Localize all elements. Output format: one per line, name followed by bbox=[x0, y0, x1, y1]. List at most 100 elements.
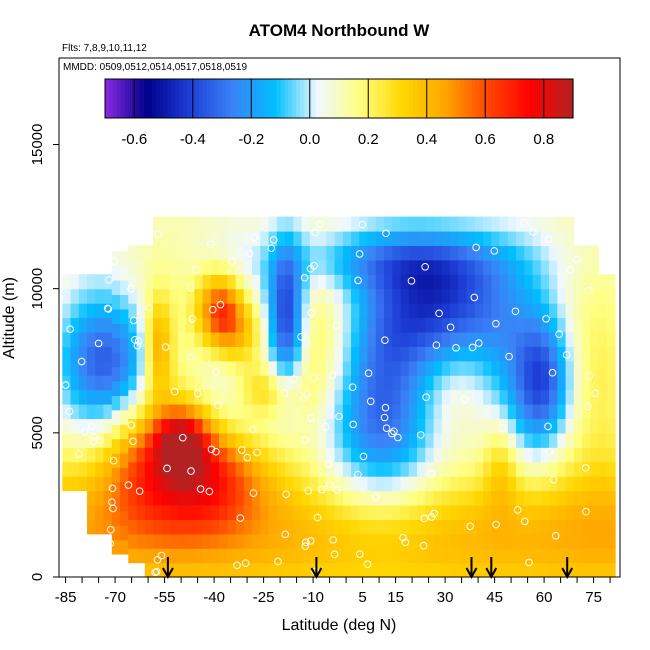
heatmap-cell bbox=[202, 288, 212, 304]
heatmap-cell bbox=[532, 404, 542, 420]
heatmap-cell bbox=[557, 447, 567, 463]
heatmap-cell bbox=[186, 562, 195, 578]
heatmap-cell bbox=[219, 375, 228, 391]
heatmap-cell bbox=[186, 519, 195, 535]
heatmap-cell bbox=[524, 404, 534, 420]
heatmap-cell bbox=[219, 346, 228, 362]
heatmap-cell bbox=[351, 360, 360, 376]
observation-point bbox=[355, 250, 364, 258]
heatmap-cell bbox=[128, 245, 138, 261]
heatmap-cell bbox=[326, 331, 336, 347]
heatmap-cell bbox=[491, 331, 501, 347]
heatmap-cell bbox=[128, 447, 138, 463]
heatmap-cell bbox=[285, 548, 294, 564]
heatmap-cell bbox=[111, 323, 121, 339]
heatmap-cell bbox=[285, 533, 294, 549]
heatmap-cell bbox=[342, 303, 352, 319]
heatmap-cell bbox=[351, 375, 360, 391]
heatmap-cell bbox=[466, 375, 476, 391]
heatmap-cell bbox=[285, 389, 294, 405]
heatmap-cell bbox=[590, 418, 600, 434]
colorbar-segment bbox=[210, 79, 215, 118]
heatmap-cell bbox=[252, 461, 261, 477]
heatmap-cell bbox=[334, 231, 344, 247]
heatmap-cell bbox=[111, 496, 121, 512]
y-tick-label: 0 bbox=[29, 573, 46, 581]
x-tick-label: -85 bbox=[55, 589, 77, 606]
heatmap-cell bbox=[549, 216, 558, 232]
heatmap-cell bbox=[516, 461, 525, 477]
heatmap-cell bbox=[342, 389, 352, 405]
heatmap-cell bbox=[120, 280, 129, 296]
heatmap-cell bbox=[186, 216, 195, 232]
heatmap-cell bbox=[367, 245, 377, 261]
heatmap-cell bbox=[268, 346, 278, 362]
heatmap-cell bbox=[227, 389, 237, 405]
heatmap-cell bbox=[260, 476, 270, 492]
heatmap-cell bbox=[260, 504, 270, 520]
heatmap-cell bbox=[194, 548, 204, 564]
heatmap-cell bbox=[87, 360, 96, 376]
heatmap-cell bbox=[318, 476, 327, 492]
heatmap-cell bbox=[392, 331, 402, 347]
heatmap-cell bbox=[516, 404, 525, 420]
heatmap-cell bbox=[301, 548, 311, 564]
heatmap-cell bbox=[375, 245, 385, 261]
heatmap-cell bbox=[590, 548, 600, 564]
heatmap-cell bbox=[400, 476, 410, 492]
observation-point bbox=[145, 303, 154, 312]
heatmap-cell bbox=[70, 418, 80, 434]
heatmap-cell bbox=[194, 288, 204, 304]
y-axis-label: Altitude (m) bbox=[1, 277, 18, 359]
heatmap-cell bbox=[177, 231, 187, 247]
heatmap-cell bbox=[516, 231, 525, 247]
heatmap-cell bbox=[557, 259, 567, 275]
heatmap-cell bbox=[466, 274, 476, 290]
heatmap-cell bbox=[169, 418, 179, 434]
heatmap-cell bbox=[153, 504, 162, 520]
heatmap-cell bbox=[516, 447, 525, 463]
heatmap-cell bbox=[392, 562, 402, 578]
x-tick-label: -25 bbox=[253, 589, 275, 606]
heatmap-cell bbox=[516, 432, 525, 448]
heatmap-cell bbox=[359, 404, 369, 420]
heatmap-cell bbox=[590, 274, 600, 290]
heatmap-cell bbox=[276, 476, 286, 492]
heatmap-cell bbox=[210, 259, 220, 275]
heatmap-cell bbox=[400, 317, 410, 333]
heatmap-cell bbox=[540, 504, 550, 520]
heatmap-cell bbox=[565, 360, 575, 376]
heatmap-cell bbox=[144, 533, 154, 549]
observation-point bbox=[186, 353, 195, 362]
colorbar-segment bbox=[557, 79, 562, 118]
heatmap-cell bbox=[359, 562, 369, 578]
observation-point bbox=[212, 368, 220, 376]
colorbar-segment bbox=[257, 79, 262, 118]
heatmap-cell bbox=[202, 490, 212, 506]
heatmap-cell bbox=[367, 490, 377, 506]
heatmap-cell bbox=[392, 231, 402, 247]
heatmap-cell bbox=[367, 432, 377, 448]
heatmap-cell bbox=[359, 432, 369, 448]
observation-point bbox=[573, 255, 581, 264]
colorbar-segment bbox=[498, 79, 504, 118]
observation-point bbox=[492, 319, 500, 328]
heatmap-cell bbox=[532, 533, 542, 549]
heatmap-cell bbox=[326, 447, 336, 463]
heatmap-cell bbox=[540, 331, 550, 347]
heatmap-cell bbox=[227, 461, 237, 477]
colorbar-tick-label: 0.2 bbox=[358, 131, 379, 148]
heatmap-cell bbox=[309, 447, 319, 463]
heatmap-cell bbox=[128, 476, 138, 492]
heatmap-cell bbox=[540, 360, 550, 376]
heatmap-cell bbox=[524, 331, 534, 347]
heatmap-cell bbox=[301, 331, 311, 347]
heatmap-cell bbox=[186, 418, 195, 434]
heatmap-cell bbox=[334, 259, 344, 275]
heatmap-cell bbox=[111, 510, 121, 526]
observation-point bbox=[127, 421, 136, 429]
heatmap-cell bbox=[590, 504, 600, 520]
colorbar-segment bbox=[467, 79, 473, 118]
heatmap-cell bbox=[466, 432, 476, 448]
heatmap-cell bbox=[318, 259, 327, 275]
